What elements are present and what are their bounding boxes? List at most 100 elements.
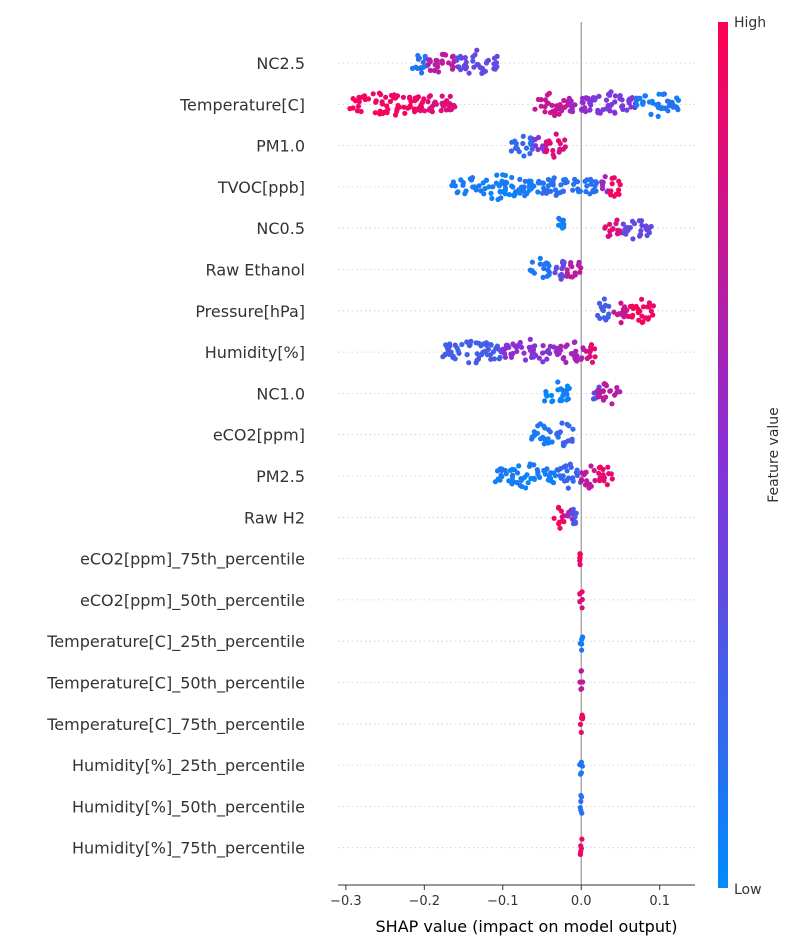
- shap-dot: [597, 478, 603, 484]
- x-axis-title: SHAP value (impact on model output): [376, 917, 678, 936]
- x-axis-ticks: −0.3 −0.2 −0.1 0.0 0.1: [330, 885, 670, 909]
- shap-dot: [464, 352, 470, 358]
- shap-dot: [577, 599, 583, 605]
- shap-dot: [675, 97, 682, 103]
- colorbar-low-label: Low: [734, 882, 762, 898]
- shap-dot: [563, 387, 570, 393]
- shap-dot: [521, 350, 527, 356]
- shap-dot: [565, 485, 571, 491]
- shap-dot: [490, 184, 496, 190]
- shap-dot: [418, 66, 424, 72]
- shap-dot: [546, 272, 552, 278]
- shap-dot: [355, 103, 362, 109]
- shap-dot: [540, 359, 546, 365]
- shap-dot: [494, 53, 500, 60]
- shap-dot: [490, 349, 496, 355]
- shap-dot: [558, 182, 564, 188]
- shap-dot: [541, 185, 547, 191]
- shap-dot: [562, 478, 568, 484]
- shap-dot: [579, 763, 586, 769]
- shap-dot: [561, 221, 567, 228]
- shap-dot: [514, 145, 520, 151]
- shap-dot: [557, 217, 563, 223]
- shap-dot: [600, 305, 606, 311]
- shap-dot: [659, 105, 665, 111]
- shap-dot: [614, 385, 620, 391]
- shap-dot: [580, 100, 586, 106]
- shap-dot: [584, 478, 590, 484]
- shap-dot: [425, 57, 432, 63]
- feature-label: TVOC[ppb]: [217, 178, 305, 197]
- shap-dot: [562, 176, 569, 183]
- x-tick-label: −0.3: [330, 894, 362, 909]
- shap-dot: [587, 191, 593, 197]
- shap-dot: [579, 686, 585, 692]
- shap-dot: [568, 464, 574, 470]
- shap-dot: [561, 97, 567, 104]
- shap-dot: [412, 109, 418, 115]
- shap-dot: [488, 356, 494, 362]
- shap-dot: [438, 108, 444, 114]
- shap-dot: [551, 515, 557, 521]
- shap-dot: [561, 464, 567, 470]
- shap-dot: [459, 341, 465, 348]
- shap-dot: [531, 462, 537, 468]
- shap-dot: [537, 261, 543, 267]
- shap-dot: [587, 353, 593, 359]
- shap-dot: [573, 348, 579, 354]
- shap-dot: [506, 192, 512, 198]
- shap-dot: [486, 184, 492, 190]
- shap-dot: [638, 232, 644, 238]
- shap-dot: [432, 99, 438, 105]
- shap-dot: [554, 264, 560, 270]
- shap-dot: [608, 192, 614, 198]
- shap-dot: [555, 138, 562, 144]
- shap-dot: [648, 308, 654, 314]
- shap-dot: [664, 98, 671, 104]
- shap-dot: [471, 64, 477, 70]
- feature-label: Raw H2: [244, 508, 305, 527]
- shap-dot: [559, 514, 565, 520]
- shap-dot: [521, 153, 527, 159]
- shap-dot: [570, 478, 576, 484]
- shap-dot: [639, 319, 645, 325]
- shap-dot: [578, 729, 584, 736]
- shap-dot: [532, 143, 539, 149]
- shap-dot: [455, 347, 461, 354]
- shap-dot: [402, 110, 408, 116]
- shap-dot: [560, 258, 566, 265]
- shap-dot: [593, 179, 599, 185]
- shap-dot: [483, 177, 490, 183]
- shap-dot: [462, 191, 468, 197]
- shap-dot: [509, 474, 516, 480]
- shap-dot: [592, 346, 598, 352]
- shap-dot: [400, 94, 406, 100]
- feature-dots: [577, 551, 584, 568]
- shap-dot: [373, 98, 379, 104]
- shap-dot: [646, 300, 653, 306]
- shap-dot: [591, 467, 597, 474]
- x-tick-label: −0.2: [409, 894, 441, 909]
- shap-dot: [613, 221, 619, 227]
- shap-dot: [434, 58, 440, 64]
- shap-dot: [370, 91, 376, 97]
- shap-dot: [495, 196, 501, 203]
- shap-dot: [539, 190, 546, 196]
- shap-dot: [572, 519, 579, 525]
- shap-dot: [496, 356, 502, 362]
- shap-dot: [582, 178, 588, 184]
- shap-dot: [558, 343, 564, 349]
- shap-dot: [568, 274, 574, 280]
- shap-dot: [572, 176, 578, 182]
- shap-dot: [420, 59, 426, 65]
- shap-dot: [497, 189, 503, 195]
- shap-dot: [614, 231, 621, 237]
- shap-dot: [556, 350, 562, 356]
- shap-dot: [642, 93, 649, 99]
- shap-dot: [544, 356, 550, 362]
- shap-dot: [590, 396, 597, 402]
- shap-dot: [604, 482, 610, 488]
- shap-dot: [643, 315, 649, 321]
- shap-dot: [605, 91, 612, 97]
- shap-dot: [516, 149, 522, 155]
